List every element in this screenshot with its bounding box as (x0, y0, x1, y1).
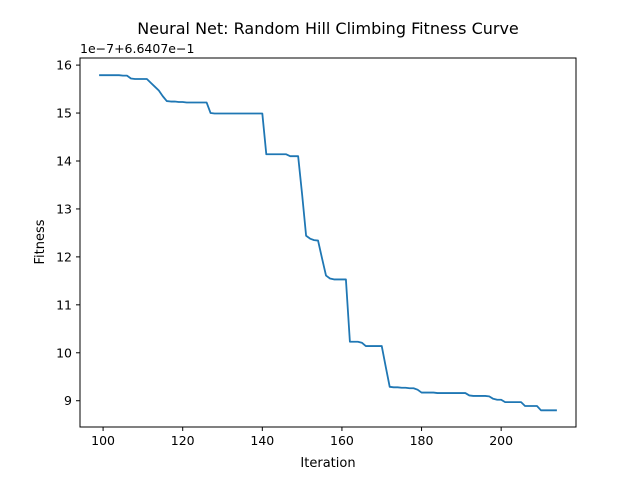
axis-ticks: 100 120 140 160 180 200 9 10 11 12 13 14 15 16 (56, 58, 513, 448)
x-tick-label: 120 (171, 433, 195, 448)
x-tick-label: 200 (489, 433, 513, 448)
x-axis-label: Iteration (300, 456, 355, 471)
x-tick-label: 160 (330, 433, 354, 448)
x-tick-label: 180 (410, 433, 434, 448)
fitness-series-line (99, 74, 557, 412)
y-offset-label: 1e−7+6.6407e−1 (80, 41, 194, 56)
y-tick-label: 9 (64, 393, 72, 408)
plot-frame (79, 57, 577, 428)
chart-title: Neural Net: Random Hill Climbing Fitness… (137, 19, 519, 38)
series-layer (99, 74, 557, 412)
y-tick-label: 12 (56, 249, 72, 264)
x-tick-label: 100 (91, 433, 115, 448)
x-tick-label: 140 (250, 433, 274, 448)
y-tick-label: 14 (56, 153, 72, 168)
y-tick-label: 16 (56, 58, 72, 73)
y-axis-label: Fitness (33, 219, 48, 264)
y-tick-label: 10 (56, 345, 72, 360)
y-tick-label: 11 (56, 297, 72, 312)
y-tick-label: 13 (56, 201, 72, 216)
y-tick-label: 15 (56, 106, 72, 121)
